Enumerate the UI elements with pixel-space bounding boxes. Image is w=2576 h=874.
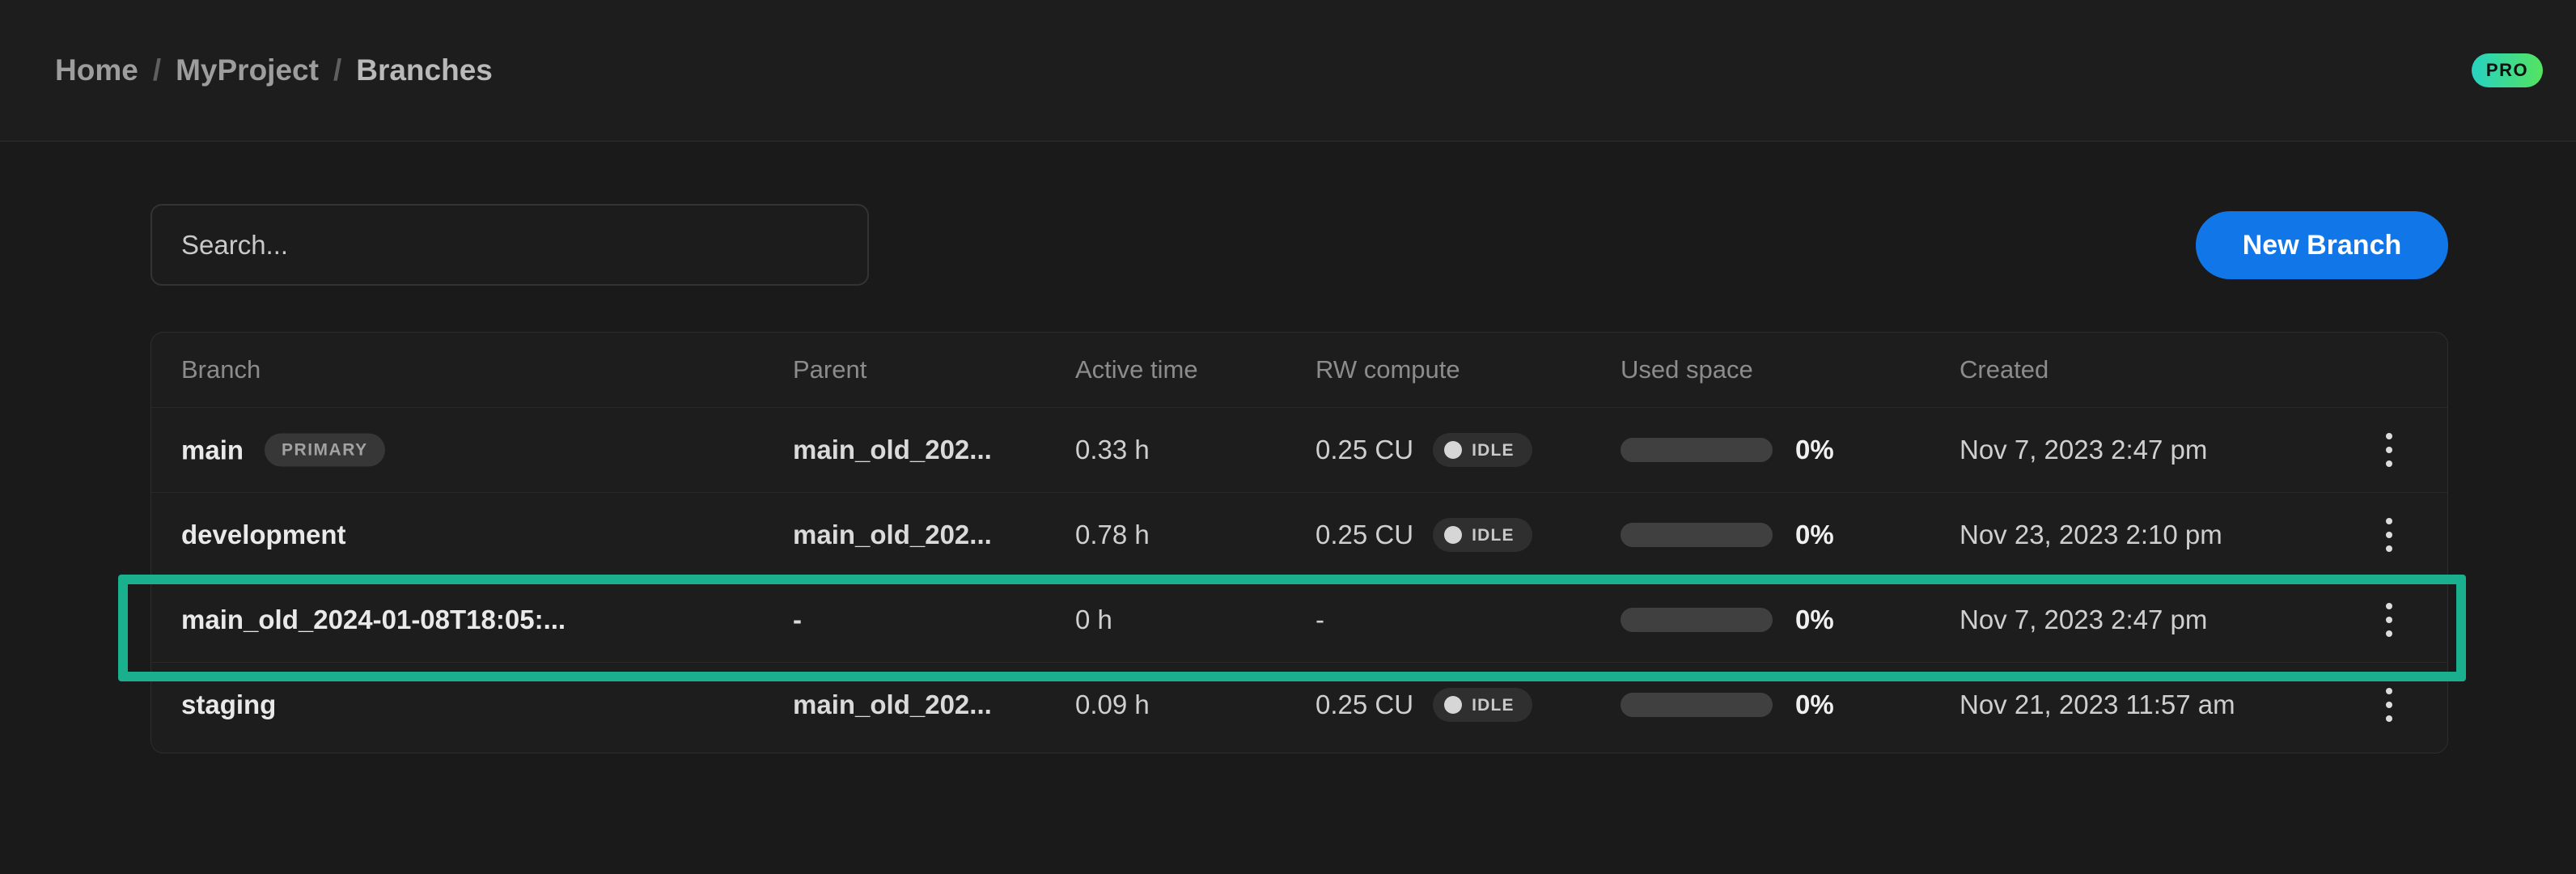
- status-dot-icon: [1444, 696, 1463, 714]
- rw-compute-value: 0.25 CU: [1316, 520, 1414, 549]
- primary-badge: PRIMARY: [265, 433, 385, 467]
- parent-cell: main_old_202...: [793, 520, 992, 549]
- kebab-dot-icon: [2386, 630, 2392, 637]
- kebab-dot-icon: [2386, 433, 2392, 439]
- usage-progress-bar: [1621, 523, 1773, 547]
- compute-status-badge: IDLE: [1433, 433, 1532, 467]
- branch-cell: staging: [181, 689, 276, 720]
- table-row[interactable]: main_old_2024-01-08T18:05:... - 0 h - 0%…: [151, 577, 2447, 662]
- kebab-dot-icon: [2386, 603, 2392, 609]
- used-space-cell: 0%: [1621, 435, 1834, 465]
- used-space-cell: 0%: [1621, 520, 1834, 550]
- rw-compute-cell: 0.25 CU IDLE: [1316, 433, 1532, 467]
- created-cell: Nov 23, 2023 2:10 pm: [1960, 520, 2222, 549]
- plan-badge: PRO: [2472, 53, 2543, 87]
- branch-cell: main PRIMARY: [181, 433, 385, 467]
- search-input[interactable]: [150, 204, 869, 286]
- used-space-cell: 0%: [1621, 689, 1834, 720]
- status-label: IDLE: [1472, 440, 1515, 460]
- kebab-dot-icon: [2386, 715, 2392, 722]
- parent-cell: main_old_202...: [793, 435, 992, 465]
- parent-cell: main_old_202...: [793, 689, 992, 719]
- kebab-dot-icon: [2386, 532, 2392, 538]
- column-header-parent: Parent: [793, 355, 867, 384]
- table-header: Branch Parent Active time RW compute Use…: [151, 333, 2447, 407]
- active-time-cell: 0.09 h: [1075, 689, 1150, 719]
- row-menu-button[interactable]: [2371, 424, 2407, 476]
- kebab-dot-icon: [2386, 460, 2392, 467]
- rw-compute-value: 0.25 CU: [1316, 689, 1414, 719]
- breadcrumb-separator: /: [333, 53, 342, 87]
- rw-compute-value: -: [1316, 605, 1324, 634]
- kebab-dot-icon: [2386, 518, 2392, 524]
- parent-cell: -: [793, 605, 802, 634]
- kebab-dot-icon: [2386, 545, 2392, 552]
- new-branch-button[interactable]: New Branch: [2196, 211, 2448, 279]
- branch-cell: main_old_2024-01-08T18:05:...: [181, 605, 566, 635]
- table-row[interactable]: staging main_old_202... 0.09 h 0.25 CU I…: [151, 662, 2447, 747]
- kebab-dot-icon: [2386, 688, 2392, 694]
- active-time-cell: 0.33 h: [1075, 435, 1150, 465]
- table-body: main PRIMARY main_old_202... 0.33 h 0.25…: [151, 407, 2447, 747]
- status-dot-icon: [1444, 526, 1463, 544]
- active-time-cell: 0.78 h: [1075, 520, 1150, 549]
- breadcrumb-home[interactable]: Home: [55, 53, 138, 87]
- table-row[interactable]: development main_old_202... 0.78 h 0.25 …: [151, 492, 2447, 577]
- status-label: IDLE: [1472, 695, 1515, 715]
- breadcrumb: Home / MyProject / Branches: [55, 53, 493, 87]
- usage-percent: 0%: [1795, 605, 1834, 634]
- created-cell: Nov 7, 2023 2:47 pm: [1960, 605, 2208, 634]
- row-menu-button[interactable]: [2371, 679, 2407, 731]
- branch-name: main_old_2024-01-08T18:05:...: [181, 605, 566, 634]
- kebab-dot-icon: [2386, 702, 2392, 708]
- row-menu-button[interactable]: [2371, 509, 2407, 561]
- breadcrumb-branches: Branches: [356, 53, 493, 87]
- created-cell: Nov 7, 2023 2:47 pm: [1960, 435, 2208, 465]
- rw-compute-cell: 0.25 CU IDLE: [1316, 688, 1532, 722]
- top-bar: Home / MyProject / Branches PRO: [0, 0, 2576, 142]
- usage-progress-bar: [1621, 693, 1773, 717]
- kebab-dot-icon: [2386, 617, 2392, 623]
- column-header-created: Created: [1960, 355, 2049, 384]
- branch-name: staging: [181, 689, 277, 719]
- branch-cell: development: [181, 520, 346, 550]
- active-time-cell: 0 h: [1075, 605, 1112, 634]
- compute-status-badge: IDLE: [1433, 518, 1532, 552]
- branch-name: development: [181, 520, 346, 549]
- table-row[interactable]: main PRIMARY main_old_202... 0.33 h 0.25…: [151, 407, 2447, 492]
- used-space-cell: 0%: [1621, 605, 1834, 635]
- column-header-branch: Branch: [181, 355, 261, 384]
- usage-percent: 0%: [1795, 520, 1834, 549]
- breadcrumb-separator: /: [152, 53, 162, 87]
- status-dot-icon: [1444, 441, 1463, 459]
- compute-status-badge: IDLE: [1433, 688, 1532, 722]
- usage-percent: 0%: [1795, 689, 1834, 719]
- breadcrumb-project[interactable]: MyProject: [176, 53, 319, 87]
- usage-progress-bar: [1621, 438, 1773, 462]
- rw-compute-cell: -: [1316, 605, 1324, 635]
- kebab-dot-icon: [2386, 447, 2392, 453]
- usage-percent: 0%: [1795, 435, 1834, 465]
- column-header-active-time: Active time: [1075, 355, 1198, 384]
- rw-compute-cell: 0.25 CU IDLE: [1316, 518, 1532, 552]
- rw-compute-value: 0.25 CU: [1316, 435, 1414, 465]
- usage-progress-bar: [1621, 608, 1773, 632]
- branches-table: Branch Parent Active time RW compute Use…: [150, 332, 2448, 753]
- column-header-used-space: Used space: [1621, 355, 1753, 384]
- branch-name: main: [181, 435, 244, 465]
- status-label: IDLE: [1472, 525, 1515, 545]
- row-menu-button[interactable]: [2371, 594, 2407, 646]
- column-header-rw-compute: RW compute: [1316, 355, 1460, 384]
- created-cell: Nov 21, 2023 11:57 am: [1960, 689, 2235, 719]
